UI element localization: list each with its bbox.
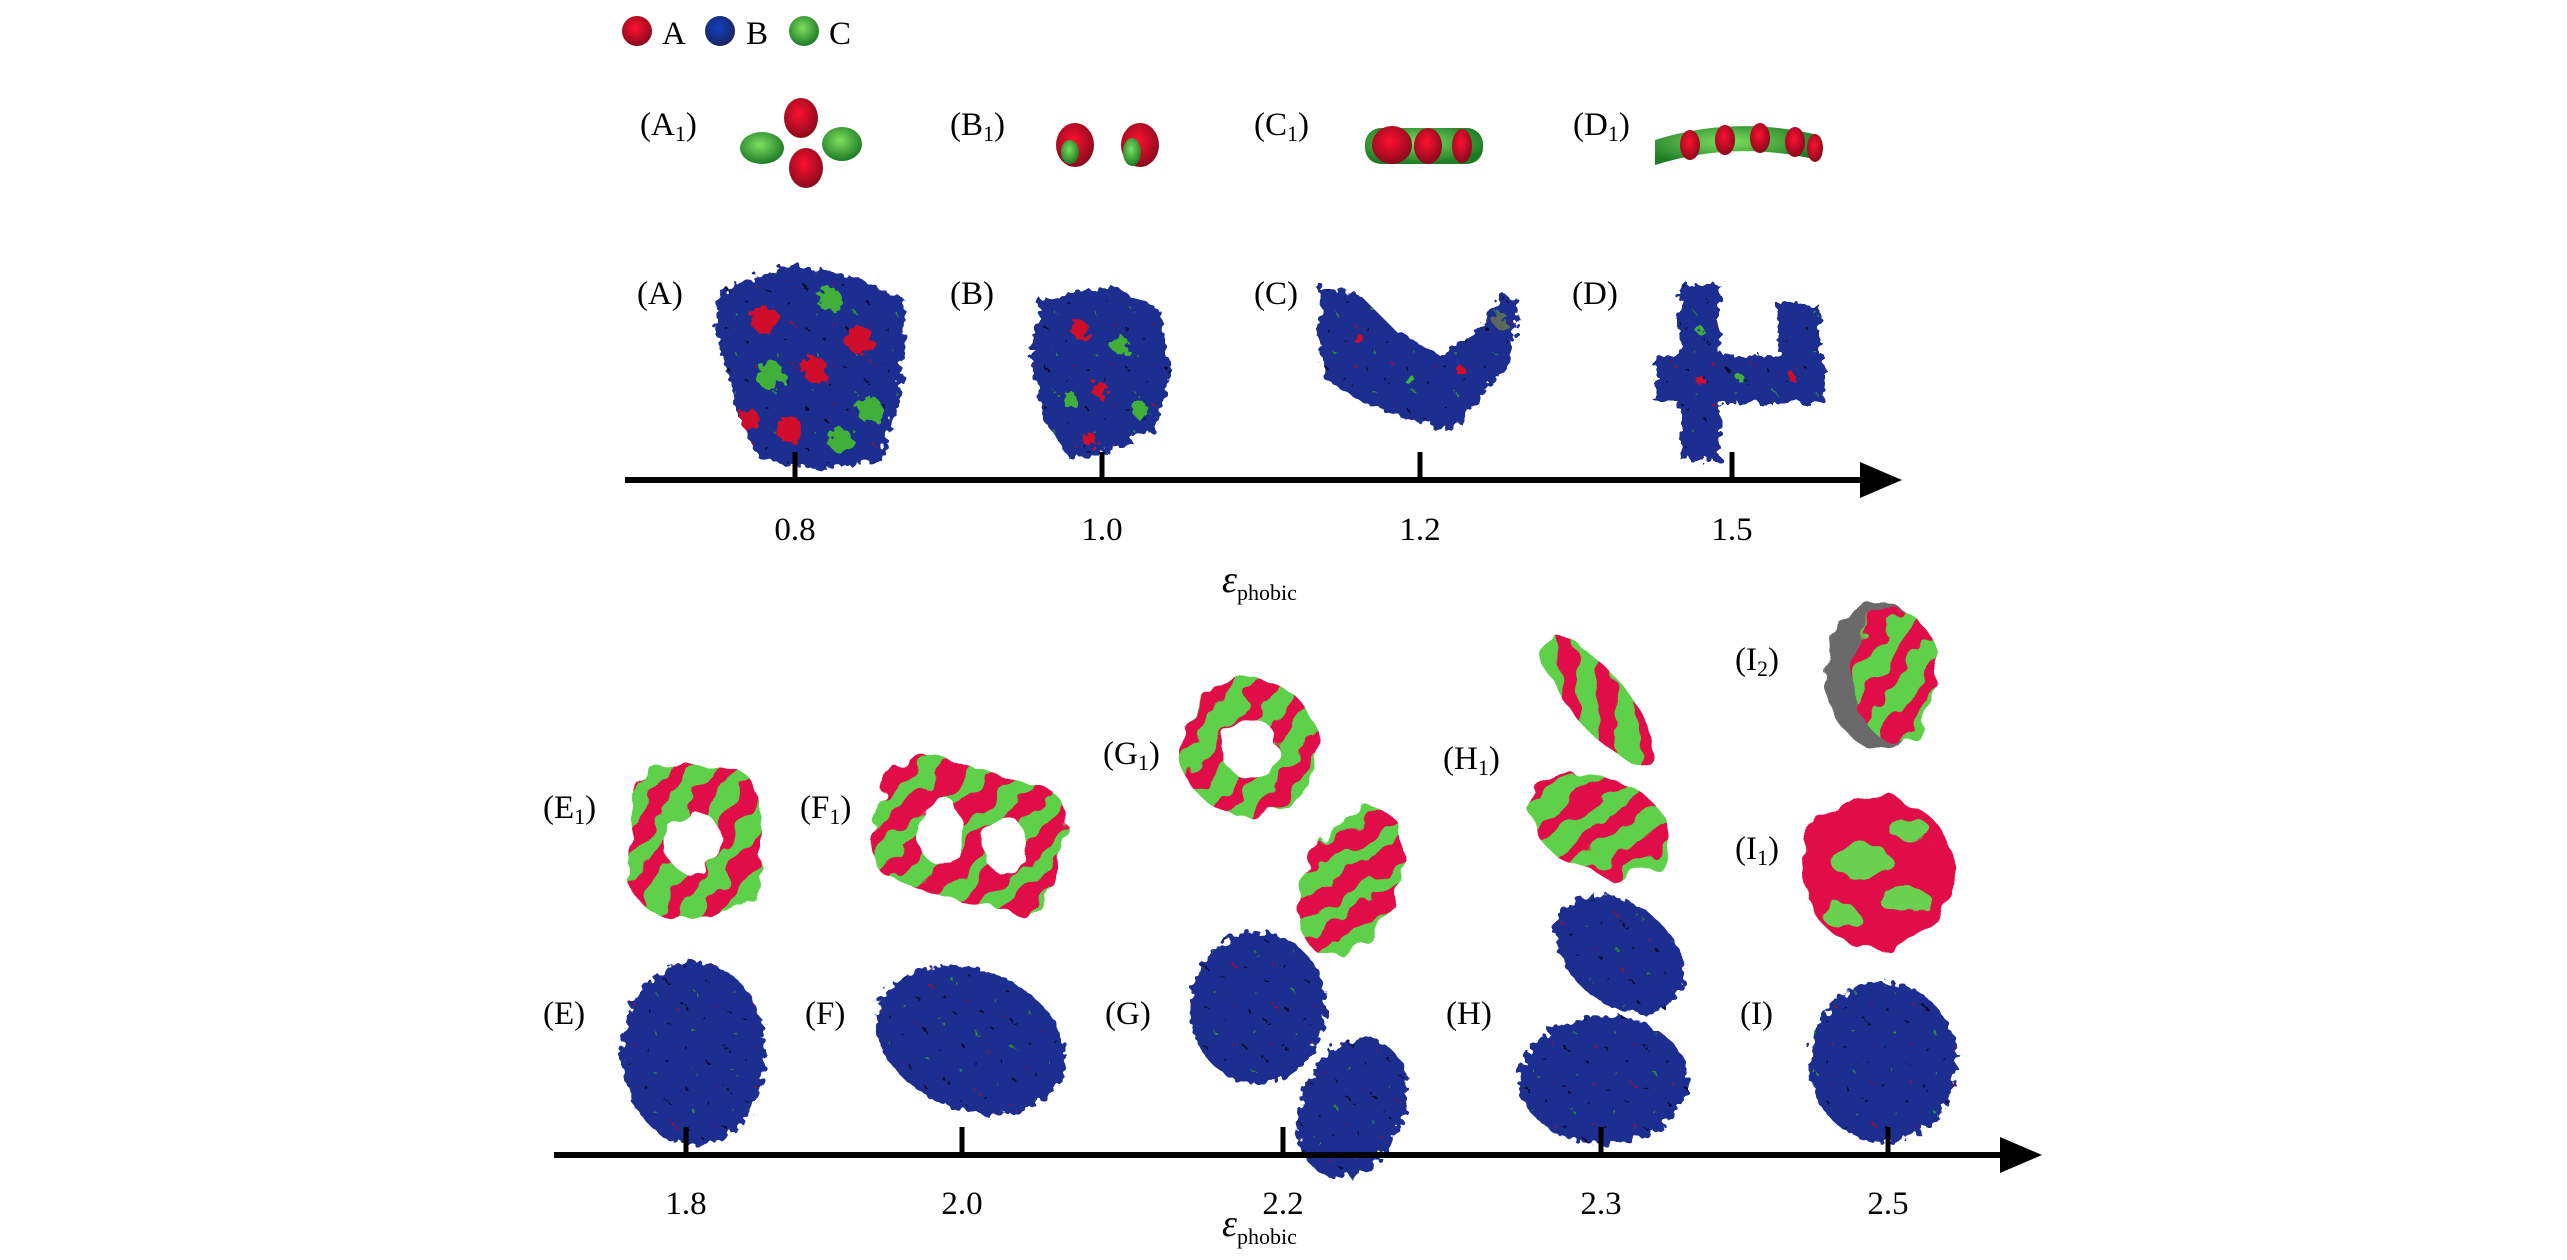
snapshot-i1 [1802, 796, 1954, 948]
label-d: (D) [1572, 276, 1618, 312]
axis-tick-label: 1.8 [665, 1186, 706, 1222]
snapshot-c1 [1365, 126, 1483, 164]
axis-tick-label: 2.0 [941, 1186, 982, 1222]
label-h1: (H1) [1443, 741, 1500, 780]
label-c: (C) [1254, 276, 1298, 312]
label-f1: (F1) [800, 790, 851, 829]
top-snapshot-labels: (A1) (B1) (C1) (D1) [640, 107, 1630, 146]
snapshot-d1 [1655, 123, 1823, 165]
bottom-axis-arrow [2000, 1137, 2042, 1173]
snapshot-f1 [870, 756, 1070, 914]
legend-label-c: C [829, 16, 851, 52]
legend-swatch-b [705, 16, 735, 46]
axis-tick-label: 1.5 [1711, 512, 1752, 548]
top-axis-label: εphobic [1222, 559, 1297, 605]
bottom-aggregate-labels: (E) (F) (G) (H) (I) [543, 996, 1773, 1032]
legend-label-b: B [746, 16, 768, 52]
legend-swatch-a [622, 16, 652, 46]
legend-label-a: A [662, 16, 686, 52]
top-axis: 0.8 1.0 1.2 1.5 εphobic [625, 452, 1902, 605]
snapshot-i2 [1825, 603, 1937, 747]
top-axis-arrow [1860, 462, 1902, 498]
aggregate-b [1030, 285, 1170, 460]
axis-tick-label: 2.5 [1867, 1186, 1908, 1222]
aggregate-f [876, 965, 1066, 1115]
label-a: (A) [637, 276, 683, 312]
aggregate-i [1809, 982, 1957, 1142]
label-h: (H) [1446, 996, 1492, 1032]
aggregate-c [1318, 285, 1520, 430]
label-i2: (I2) [1735, 642, 1779, 681]
top-aggregate-labels: (A) (B) (C) (D) [637, 276, 1618, 312]
axis-tick-label: 2.3 [1580, 1186, 1621, 1222]
snapshot-h1 [1530, 636, 1670, 877]
axis-tick-label: 1.0 [1081, 512, 1122, 548]
label-c1: (C1) [1254, 107, 1309, 146]
label-i: (I) [1740, 996, 1773, 1032]
axis-tick-label: 1.2 [1399, 512, 1440, 548]
label-d1: (D1) [1573, 107, 1630, 146]
label-e1: (E1) [543, 790, 596, 829]
axis-tick-label: 2.2 [1262, 1186, 1303, 1222]
snapshot-g1 [1182, 678, 1405, 956]
label-i1: (I1) [1735, 831, 1779, 870]
bottom-snapshot-labels: (E1) (F1) (G1) (H1) (I2) (I1) [543, 642, 1779, 870]
bottom-axis: 1.8 2.0 2.2 2.3 2.5 εphobic [554, 1127, 2042, 1249]
label-a1: (A1) [640, 107, 697, 146]
axis-tick-label: 0.8 [774, 512, 815, 548]
aggregate-h [1519, 894, 1689, 1144]
snapshot-b1 [1056, 123, 1159, 167]
snapshot-a1 [740, 98, 862, 188]
label-g: (G) [1105, 996, 1151, 1032]
aggregate-a [715, 265, 905, 470]
aggregate-g [1190, 932, 1408, 1178]
label-b: (B) [950, 276, 994, 312]
label-f: (F) [805, 996, 845, 1032]
snapshot-e1 [630, 765, 760, 915]
aggregate-d [1655, 285, 1825, 460]
aggregate-e [622, 961, 766, 1145]
bottom-axis-label: εphobic [1222, 1203, 1297, 1249]
legend-swatch-c [789, 16, 819, 46]
label-g1: (G1) [1103, 736, 1160, 775]
label-b1: (B1) [950, 107, 1005, 146]
legend: A B C [622, 16, 851, 52]
label-e: (E) [543, 996, 585, 1032]
